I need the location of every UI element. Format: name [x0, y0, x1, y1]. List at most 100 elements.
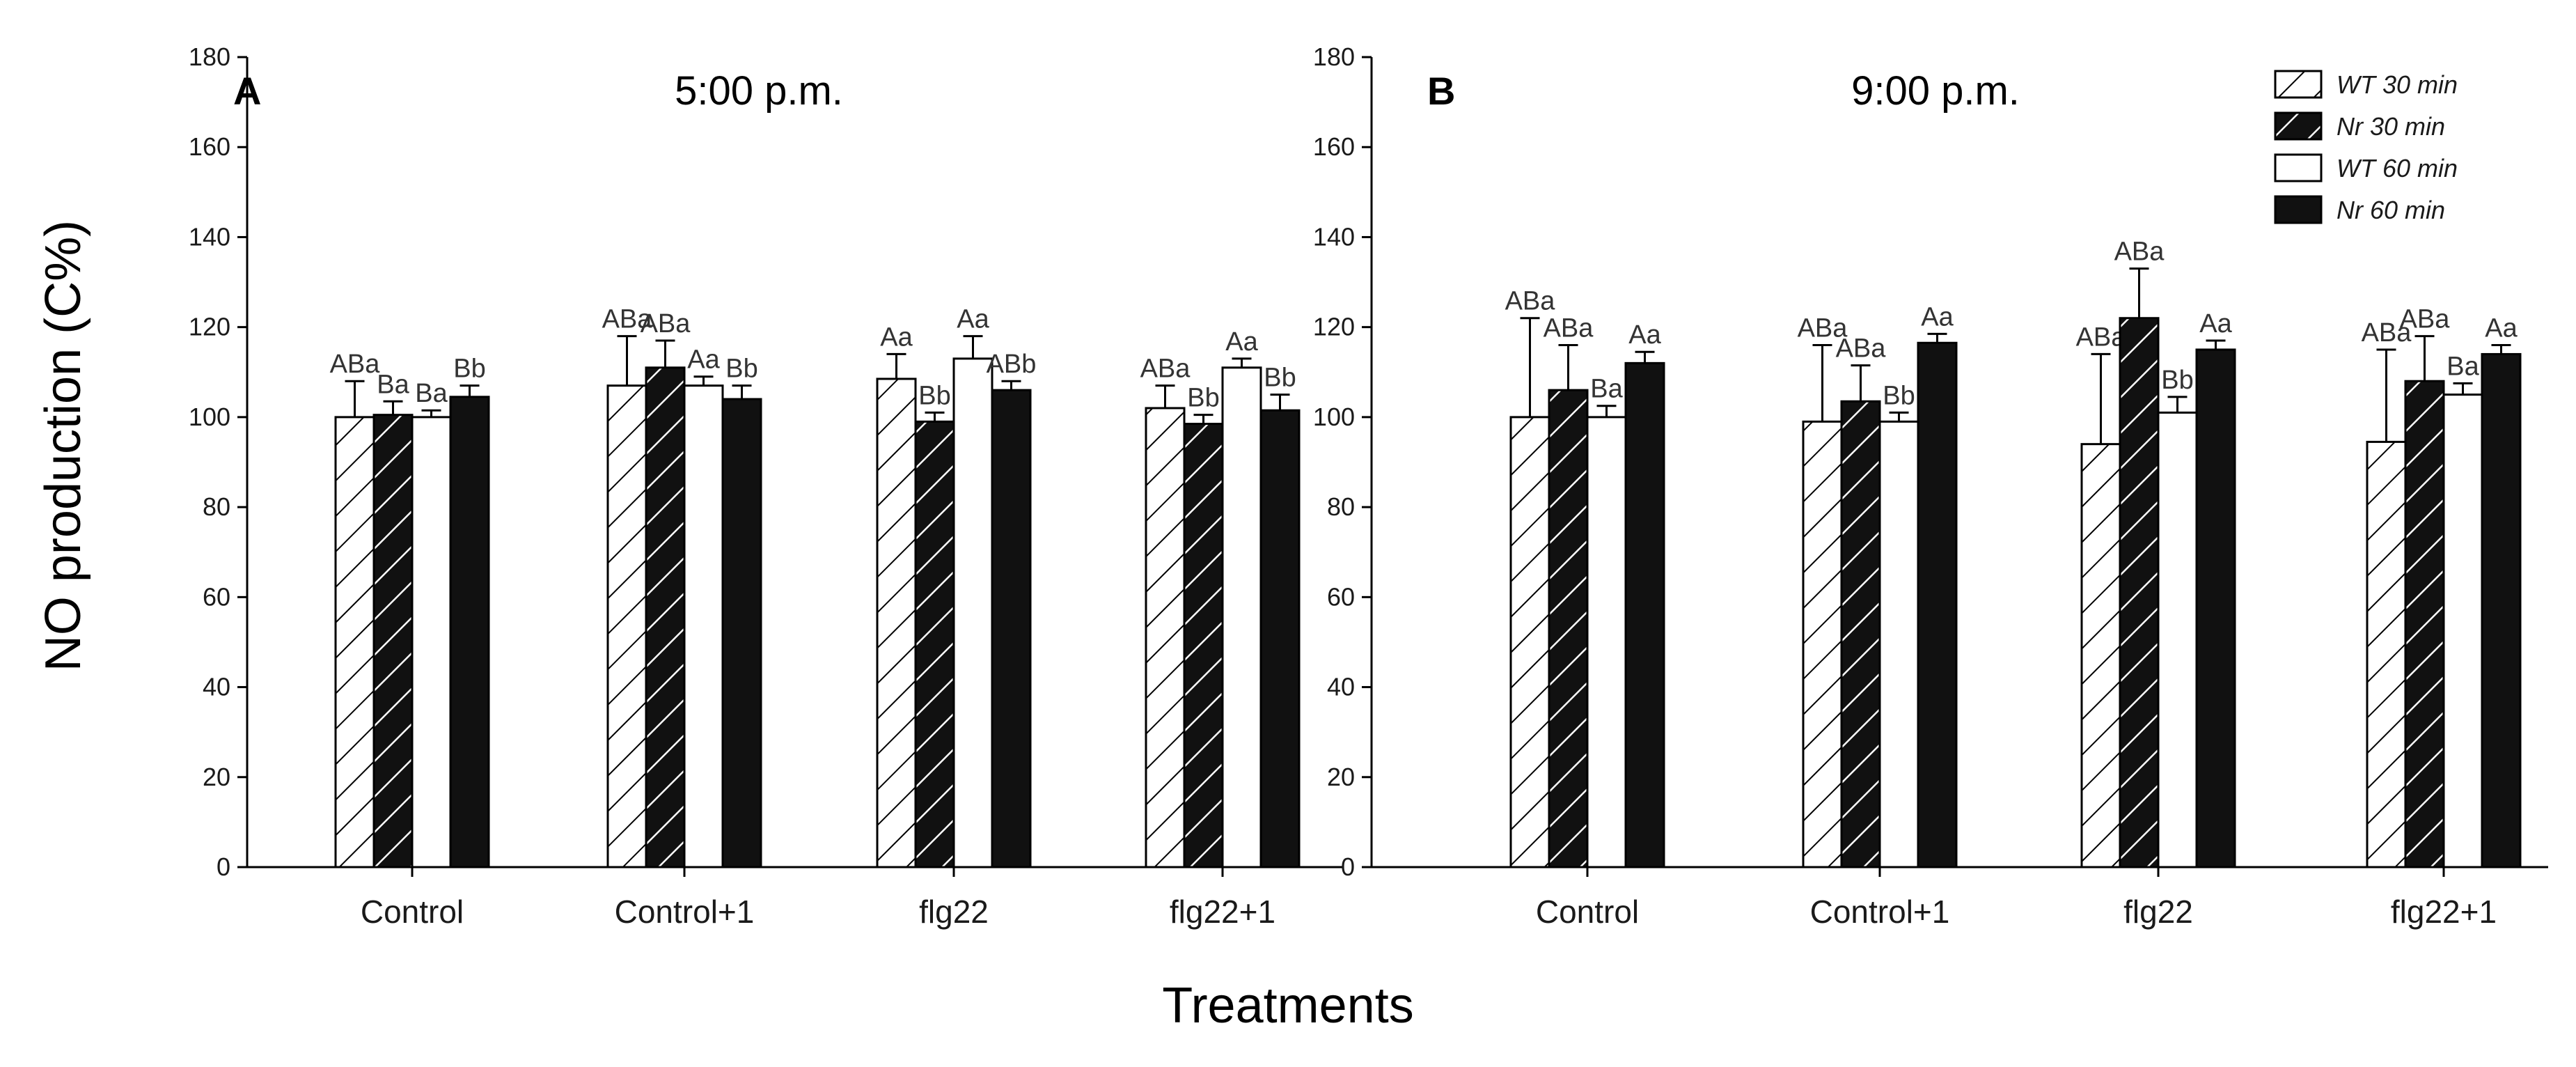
bar	[914, 420, 955, 869]
panel-title: 9:00 p.m.	[1851, 68, 2020, 114]
significance-label: Bb	[1187, 384, 1219, 413]
significance-label: Aa	[957, 305, 989, 334]
bar	[1917, 341, 1958, 869]
y-tick-label: 100	[189, 403, 230, 431]
y-tick-label: 160	[1313, 132, 1355, 161]
y-tick-label: 80	[1327, 492, 1355, 521]
bar	[2157, 411, 2198, 869]
category-label: flg22	[2123, 894, 2193, 930]
significance-label: ABa	[1798, 314, 1848, 343]
bar	[2481, 352, 2522, 869]
y-tick-label: 60	[1327, 582, 1355, 611]
bar	[1548, 389, 1589, 869]
category-label: Control	[1536, 894, 1639, 930]
significance-label: Bb	[1883, 381, 1915, 410]
category-label: flg22+1	[2391, 894, 2497, 930]
significance-label: ABa	[2400, 305, 2451, 334]
bar	[1586, 416, 1627, 869]
significance-label: ABa	[641, 309, 691, 338]
significance-label: Ba	[1590, 375, 1623, 404]
significance-label: ABa	[330, 350, 381, 379]
y-tick-label: 100	[1313, 403, 1355, 431]
x-axis-title: Treatments	[1162, 978, 1413, 1034]
significance-label: Bb	[918, 381, 950, 410]
significance-label: ABa	[1544, 314, 1594, 343]
y-tick-label: 120	[1313, 313, 1355, 341]
bar	[1145, 407, 1186, 869]
y-tick-label: 140	[1313, 222, 1355, 251]
bar	[2119, 317, 2160, 869]
category-label: Control+1	[615, 894, 755, 930]
bar	[1802, 420, 1843, 869]
legend-swatch	[2274, 111, 2323, 141]
legend: WT 30 min Nr 30 min WT 60 min Nr 60 min	[2274, 70, 2458, 224]
significance-label: ABa	[1140, 355, 1191, 384]
legend-swatch	[2274, 195, 2323, 224]
bar	[2366, 440, 2407, 869]
y-tick-label: 160	[189, 132, 230, 161]
significance-label: Ba	[377, 370, 409, 399]
y-tick-label: 40	[1327, 673, 1355, 701]
y-tick-label: 180	[189, 42, 230, 71]
y-tick-label: 180	[1313, 42, 1355, 71]
significance-label: ABa	[2076, 322, 2127, 352]
bar	[606, 384, 647, 869]
category-label: Control+1	[1810, 894, 1950, 930]
significance-label: Aa	[687, 345, 720, 375]
bar	[411, 416, 452, 869]
y-tick-label: 0	[1341, 852, 1355, 881]
panel-letter: A	[233, 69, 261, 113]
bar	[372, 414, 414, 869]
y-tick-label: 80	[203, 492, 230, 521]
significance-label: Bb	[1264, 364, 1296, 393]
bar	[1840, 400, 1881, 869]
bar	[1878, 420, 1919, 869]
significance-label: Aa	[1628, 320, 1661, 350]
bar	[952, 357, 994, 869]
significance-label: Aa	[2199, 309, 2232, 338]
significance-label: ABb	[987, 350, 1037, 379]
panel-b: 0 20 40 60 80 100 120 140 160 180 B 9:00 p.m. Contro…	[1313, 42, 2548, 930]
bar	[2195, 348, 2236, 869]
category-label: flg22	[919, 894, 989, 930]
legend-label: WT 60 min	[2337, 154, 2458, 182]
legend-swatch	[2274, 70, 2323, 99]
y-tick-label: 60	[203, 582, 230, 611]
significance-label: Bb	[725, 355, 757, 384]
y-tick-label: 120	[189, 313, 230, 341]
bar	[645, 366, 686, 869]
bar	[721, 398, 762, 869]
panel-letter: B	[1427, 69, 1455, 113]
significance-label: Aa	[1225, 327, 1258, 357]
y-tick-label: 20	[203, 763, 230, 791]
bar	[2080, 443, 2121, 869]
bar	[876, 377, 917, 869]
significance-label: ABa	[1505, 287, 1556, 316]
legend-label: Nr 60 min	[2337, 196, 2445, 224]
bar	[1509, 416, 1550, 869]
significance-label: ABa	[1836, 334, 1887, 364]
bar	[1221, 366, 1262, 869]
significance-label: Bb	[453, 355, 485, 384]
bar	[2442, 394, 2483, 869]
legend-swatch	[2274, 153, 2323, 182]
category-label: flg22+1	[1170, 894, 1275, 930]
significance-label: ABa	[2114, 237, 2165, 267]
bar	[1183, 423, 1224, 869]
significance-label: Ba	[415, 379, 448, 408]
y-tick-label: 140	[189, 222, 230, 251]
panel-title: 5:00 p.m.	[675, 68, 843, 114]
significance-label: Ba	[2447, 352, 2479, 381]
y-axis-title: NO production (C%)	[36, 220, 91, 671]
y-tick-label: 20	[1327, 763, 1355, 791]
significance-label: Aa	[880, 322, 913, 352]
significance-label: ABa	[2362, 318, 2412, 348]
y-tick-label: 0	[217, 852, 230, 881]
bar	[2404, 380, 2445, 869]
significance-label: Aa	[1921, 302, 1954, 332]
bar	[1624, 361, 1665, 869]
legend-label: Nr 30 min	[2337, 112, 2445, 141]
significance-label: ABa	[602, 305, 653, 334]
